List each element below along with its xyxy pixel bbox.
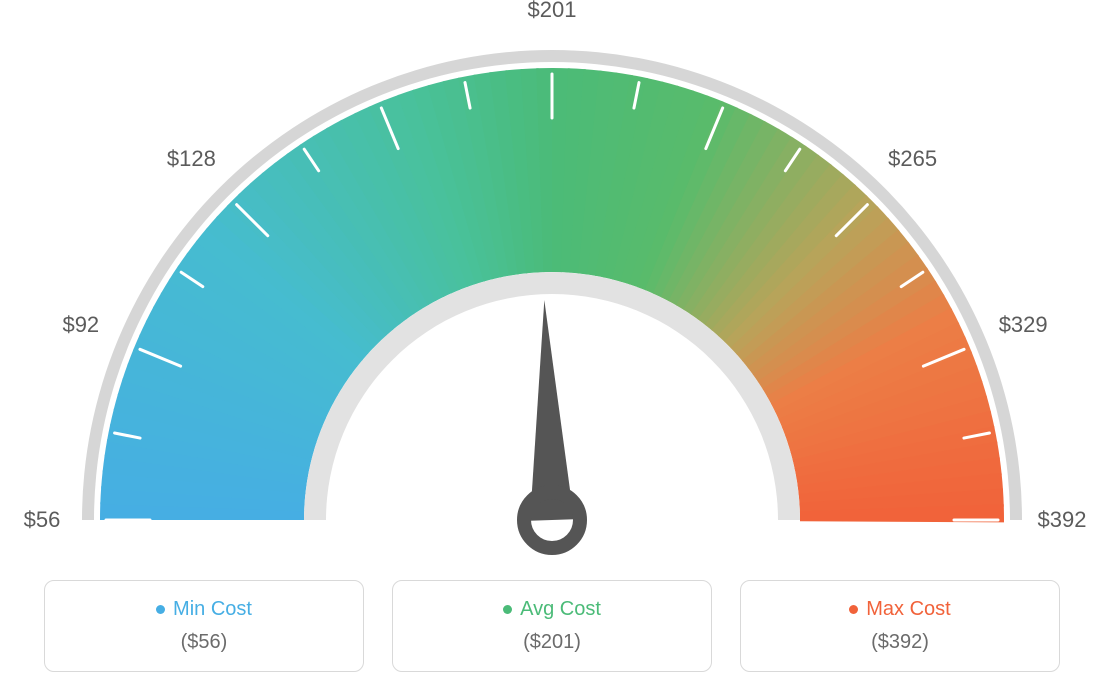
gauge-tick-label: $92: [62, 312, 99, 338]
legend-avg-value: ($201): [523, 631, 581, 654]
legend-max-value: ($392): [871, 631, 929, 654]
legend-max-label: Max Cost: [849, 598, 950, 621]
gauge-svg: [0, 0, 1104, 560]
legend-card-avg: Avg Cost ($201): [392, 580, 712, 672]
gauge-tick-label: $329: [999, 312, 1048, 338]
legend-card-max: Max Cost ($392): [740, 580, 1060, 672]
legend-avg-label: Avg Cost: [503, 598, 601, 621]
gauge-tick-label: $201: [528, 0, 577, 23]
legend-row: Min Cost ($56) Avg Cost ($201) Max Cost …: [0, 570, 1104, 690]
gauge-tick-label: $265: [888, 146, 937, 172]
legend-min-label: Min Cost: [156, 598, 252, 621]
gauge-tick-label: $392: [1038, 507, 1087, 533]
gauge-tick-label: $56: [24, 507, 61, 533]
legend-min-value: ($56): [181, 631, 228, 654]
legend-card-min: Min Cost ($56): [44, 580, 364, 672]
cost-gauge: $56 $92 $128 $201 $265 $329 $392: [0, 0, 1104, 560]
gauge-tick-label: $128: [167, 146, 216, 172]
